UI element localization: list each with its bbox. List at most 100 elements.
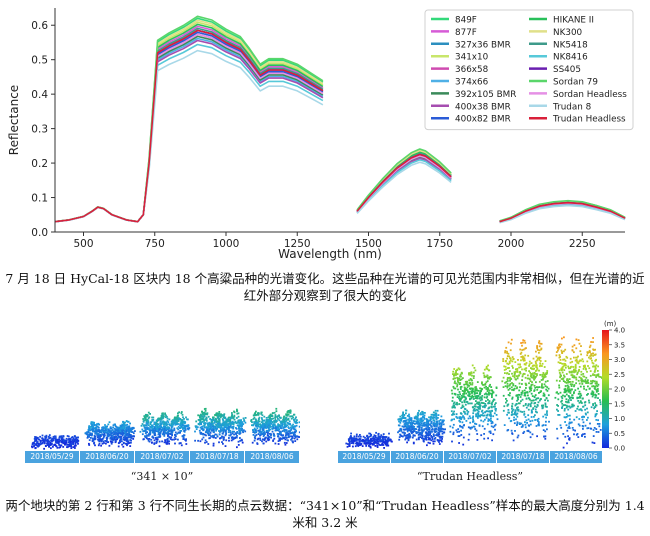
point [461, 396, 463, 399]
point [565, 416, 568, 418]
point [477, 394, 480, 397]
point [228, 437, 230, 439]
point [370, 434, 372, 436]
point [62, 438, 65, 441]
point [227, 417, 230, 420]
point [74, 439, 77, 442]
point [422, 411, 424, 414]
point [425, 438, 428, 441]
point [232, 417, 235, 420]
point [204, 423, 206, 426]
point [574, 410, 577, 412]
point [283, 437, 285, 440]
point [510, 378, 513, 380]
point [268, 429, 270, 432]
point [507, 363, 510, 366]
point [107, 433, 109, 435]
date-label: 2018/07/02 [134, 451, 189, 463]
point [211, 425, 214, 428]
point [522, 358, 525, 361]
point [91, 429, 94, 432]
point [595, 380, 598, 383]
point [513, 387, 516, 390]
point [214, 414, 216, 416]
point [490, 402, 493, 405]
point [529, 371, 532, 374]
point [410, 417, 413, 419]
point [212, 416, 215, 419]
point [474, 395, 476, 398]
point [494, 403, 496, 406]
point [592, 337, 594, 339]
point [388, 432, 390, 435]
point [527, 414, 530, 417]
point [470, 371, 473, 374]
point [143, 424, 146, 427]
point [270, 434, 272, 437]
point [242, 423, 245, 425]
point [169, 438, 172, 440]
point [206, 422, 209, 425]
point [42, 439, 45, 442]
point [166, 417, 169, 420]
point [455, 382, 457, 385]
point [102, 433, 104, 436]
panel-title-trudan-headless: “Trudan Headless” [416, 470, 524, 483]
point [277, 435, 280, 438]
point [591, 385, 593, 388]
point [147, 421, 150, 424]
point [233, 415, 236, 418]
point [594, 413, 597, 416]
point [174, 416, 176, 419]
point [587, 381, 590, 384]
point [487, 391, 490, 394]
point [399, 433, 401, 436]
point [432, 424, 435, 427]
point [102, 436, 105, 439]
point [147, 417, 150, 420]
point [459, 425, 462, 428]
point [486, 413, 489, 416]
point [506, 399, 508, 402]
point [223, 423, 226, 426]
point [69, 437, 72, 440]
point [453, 401, 456, 404]
point [251, 441, 254, 444]
point [126, 437, 129, 439]
point [63, 443, 66, 445]
point [464, 396, 467, 399]
point [510, 338, 513, 341]
point [577, 400, 580, 402]
point [565, 364, 567, 367]
point [563, 364, 566, 367]
point [488, 430, 491, 433]
point [460, 397, 462, 400]
point [98, 430, 101, 433]
point [431, 430, 433, 433]
point [459, 388, 462, 390]
point [288, 411, 291, 414]
point [199, 419, 202, 422]
point [406, 415, 409, 417]
point [574, 367, 577, 369]
point [514, 430, 516, 432]
point [92, 439, 95, 442]
point [252, 418, 255, 420]
point [475, 387, 478, 390]
point [163, 435, 166, 437]
point [457, 380, 459, 382]
point [184, 425, 186, 428]
point [179, 426, 182, 429]
point [201, 421, 204, 423]
point [254, 424, 257, 427]
point [221, 432, 224, 435]
point [466, 386, 469, 389]
point [66, 443, 68, 446]
point [87, 435, 89, 438]
point [127, 420, 130, 423]
point [592, 392, 594, 395]
legend-label: Trudan Headless [552, 115, 626, 125]
point [533, 390, 536, 392]
point [516, 421, 519, 424]
point [214, 419, 217, 422]
